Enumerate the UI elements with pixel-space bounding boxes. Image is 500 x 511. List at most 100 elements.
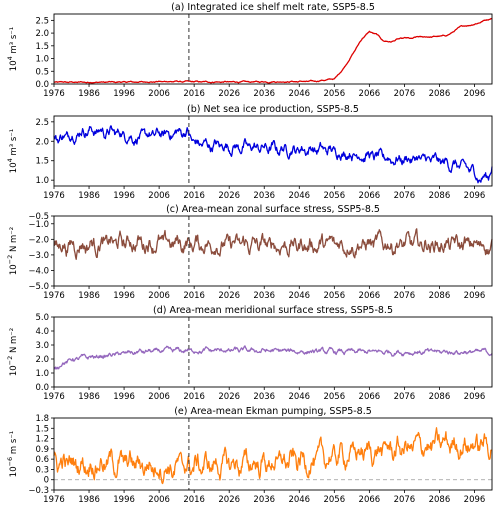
x-tick-label: 2096 [464,495,486,505]
x-tick-label: 2086 [429,495,451,505]
y-tick-label: 2.0 [35,29,49,39]
x-tick-label: 2096 [464,89,486,99]
y-tick-label: 4.0 [35,327,49,337]
panel-title: (c) Area-mean zonal surface stress, SSP5… [166,204,380,215]
x-tick-label: 2076 [394,495,416,505]
y-tick-label: 1.0 [35,369,49,379]
x-tick-label: 2096 [464,392,486,402]
y-tick-label: 2.5 [35,118,49,128]
x-tick-label: 2056 [323,191,345,201]
y-tick-label: −0.3 [28,486,49,496]
y-tick-label: −5.0 [28,282,49,292]
x-tick-label: 2006 [148,291,170,301]
x-tick-label: 2026 [218,392,240,402]
y-axis-label: 104 m³ s⁻¹ [6,129,19,173]
y-tick-label: 1.0 [35,55,49,65]
axes-frame [53,115,493,187]
x-tick-label: 1996 [113,392,135,402]
y-tick-label: 5.0 [35,313,49,323]
x-tick-label: 2056 [323,291,345,301]
x-tick-label: 2006 [148,392,170,402]
panel-b: (b) Net sea ice production, SSP5-8.5 1.0 1… [6,104,493,201]
y-tick-label: 2.5 [35,16,49,26]
x-tick-label: 2006 [148,191,170,201]
x-tick-label: 2046 [288,89,310,99]
axes-frame [53,316,493,388]
y-tick-label: 1.8 [35,414,49,424]
x-tick-label: 1996 [113,291,135,301]
x-tick-label: 2066 [359,495,381,505]
series-line [53,427,493,485]
y-tick-label: 0.3 [35,465,49,475]
x-tick-label: 1986 [78,191,100,201]
x-tick-label: 2046 [288,191,310,201]
y-tick-label: 0 [44,476,49,486]
y-tick-label: 1.5 [35,42,49,52]
series-line [53,228,493,260]
y-tick-label: 0.6 [35,455,49,465]
panel-title: (b) Net sea ice production, SSP5-8.5 [187,104,359,115]
series-line [53,125,493,184]
x-tick-label: 2066 [359,291,381,301]
x-tick-label: 2096 [464,191,486,201]
x-tick-label: 2036 [253,495,275,505]
y-tick-label: 1.2 [35,435,49,445]
x-tick-label: 2016 [183,291,205,301]
y-tick-label: 2.0 [35,137,49,147]
x-tick-label: 2036 [253,89,275,99]
y-tick-label: 2.0 [35,355,49,365]
x-tick-label: 2026 [218,291,240,301]
x-tick-label: 1976 [43,291,65,301]
x-tick-label: 2086 [429,392,451,402]
x-tick-label: 1976 [43,495,65,505]
panel-title: (d) Area-mean meridional surface stress,… [153,305,393,316]
x-tick-label: 2066 [359,191,381,201]
x-tick-label: 2006 [148,495,170,505]
x-tick-label: 2056 [323,89,345,99]
panel-d: (d) Area-mean meridional surface stress,… [6,305,493,402]
x-tick-label: 2036 [253,392,275,402]
y-axis-label: 104 m³ s⁻¹ [6,27,19,71]
y-tick-label: 0.5 [35,67,49,77]
x-tick-label: 2086 [429,191,451,201]
x-tick-label: 2066 [359,89,381,99]
y-axis-label: 10−2 N m⁻² [6,227,19,275]
axes-frame [53,13,493,85]
y-axis-label: 10−2 N m⁻² [6,328,19,376]
y-tick-label: 0.0 [35,383,49,393]
x-tick-label: 1986 [78,291,100,301]
x-tick-label: 2026 [218,191,240,201]
x-tick-label: 2086 [429,89,451,99]
x-tick-label: 2036 [253,191,275,201]
x-tick-label: 2026 [218,89,240,99]
series-line [53,17,493,84]
x-tick-label: 2076 [394,291,416,301]
x-tick-label: 2076 [394,89,416,99]
y-tick-label: −1.0 [28,220,49,230]
x-tick-label: 2076 [394,191,416,201]
x-tick-label: 2056 [323,392,345,402]
y-tick-label: −0.5 [28,212,49,222]
x-tick-label: 2046 [288,392,310,402]
x-tick-label: 1996 [113,495,135,505]
y-axis-label: 10−6 m s⁻¹ [6,431,19,477]
y-tick-label: −4.0 [28,266,49,276]
x-tick-label: 2046 [288,291,310,301]
panel-e: (e) Area-mean Ekman pumping, SSP5-8.5 −0.… [6,406,493,505]
y-tick-label: −2.0 [28,235,49,245]
x-tick-label: 2016 [183,89,205,99]
y-tick-label: 1.0 [35,176,49,186]
x-tick-label: 2006 [148,89,170,99]
panel-a: (a) Integrated ice shelf melt rate, SSP5… [6,2,493,99]
x-tick-label: 2026 [218,495,240,505]
x-tick-label: 1996 [113,89,135,99]
y-tick-label: 0.9 [35,445,49,455]
x-tick-label: 2056 [323,495,345,505]
x-tick-label: 2066 [359,392,381,402]
y-tick-label: 0.0 [35,80,49,90]
x-tick-label: 2086 [429,291,451,301]
y-tick-label: 3.0 [35,341,49,351]
x-tick-label: 1976 [43,191,65,201]
x-tick-label: 1986 [78,89,100,99]
